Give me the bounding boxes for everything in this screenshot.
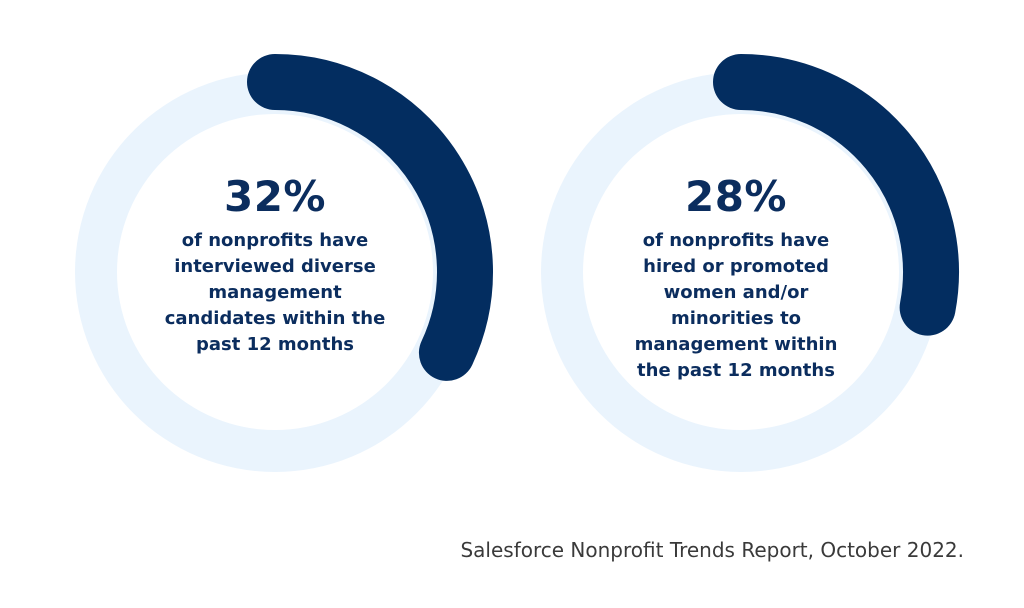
donut-gauge-1 — [75, 54, 493, 472]
gauge-center — [583, 114, 899, 430]
gauge-progress-arc — [247, 54, 493, 381]
gauge-progress-arc — [713, 54, 959, 336]
source-citation: Salesforce Nonprofit Trends Report, Octo… — [460, 538, 964, 562]
stat-value-2: 28% — [684, 172, 788, 221]
stat-block-2: 28% of nonprofits have hired or promoted… — [621, 172, 851, 384]
stat-block-1: 32% of nonprofits have interviewed diver… — [160, 172, 390, 358]
gauge-center — [117, 114, 433, 430]
stat-value-1: 32% — [223, 172, 327, 221]
donut-gauge-2 — [541, 54, 959, 472]
stat-caption-2: of nonprofits have hired or promoted wom… — [634, 230, 838, 381]
stat-caption-1: of nonprofits have interviewed diverse m… — [164, 230, 386, 355]
